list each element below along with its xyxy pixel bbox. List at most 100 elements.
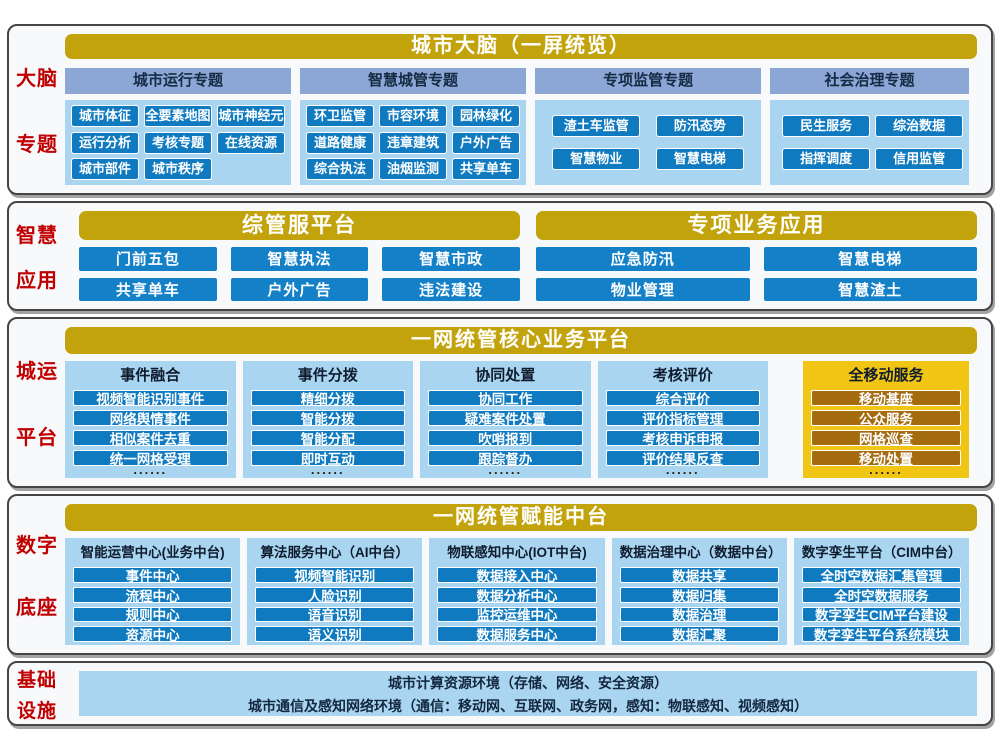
app-item-grid: 门前五包 智慧执法 智慧市政 共享单车 户外广告 违法建设: [79, 247, 520, 301]
digital-function-item: 数字孪生CIM平台建设: [801, 606, 962, 623]
core-column-header: 协同处置: [475, 367, 536, 384]
app-item: 智慧渣土: [763, 277, 977, 301]
topic-chip: 城市部件: [71, 157, 139, 180]
core-function-item: 吹哨报到: [428, 430, 583, 446]
digital-column-digital-twin: 数字孪生平台（CIM中台） 全时空数据汇集管理 全时空数据服务 数字孪生CIM平台建…: [793, 538, 970, 645]
core-column-header: 事件融合: [120, 367, 181, 384]
app-item: 户外广告: [230, 277, 369, 301]
app-item: 智慧执法: [230, 247, 369, 271]
topic-chip: 违章建筑: [379, 131, 448, 154]
core-function-item: 综合评价: [605, 390, 760, 406]
digital-function-item: 数据分析中心: [437, 586, 597, 603]
side-label-line: 专题: [16, 133, 58, 156]
brain-column-social-governance: 社会治理专题 民生服务 综治数据 指挥调度 信用监管: [770, 68, 969, 185]
topic-chip-group: 渣土车监管 防汛态势 智慧物业 智慧电梯: [535, 100, 762, 185]
side-label-line: 基础: [16, 669, 57, 691]
topic-chip: 城市体征: [71, 105, 139, 128]
app-item: 共享单车: [79, 277, 217, 301]
core-columns: 事件融合 视频智能识别事件 网络舆情事件 相似案件去重 统一网格受理 ...... 事…: [65, 361, 969, 478]
core-function-item: 网络舆情事件: [73, 410, 228, 426]
app-item: 违法建设: [382, 277, 520, 301]
ellipsis-more: ......: [310, 462, 345, 477]
infra-row: 城市通信及感知网络环境（通信：移动网、互联网、政务网，感知：物联感知、视频感知）: [79, 693, 977, 716]
apps-groups: 综管服平台 门前五包 智慧执法 智慧市政 共享单车 户外广告 违法建设 专项业务应用 应急…: [79, 211, 977, 301]
app-group-integrated-platform: 综管服平台 门前五包 智慧执法 智慧市政 共享单车 户外广告 违法建设: [79, 211, 520, 301]
core-function-item: 网格巡查: [811, 430, 961, 446]
brain-title: 城市大脑（一屏统览）: [65, 34, 977, 59]
core-column-collaborative-handling: 协同处置 协同工作 疑难案件处置 吹哨报到 跟踪督办 ......: [420, 361, 591, 478]
digital-function-item: 数据共享: [619, 567, 779, 583]
side-label-line: 设施: [16, 700, 57, 722]
digital-function-item: 人脸识别: [255, 586, 415, 603]
side-label-brain: 大脑 专题: [9, 26, 65, 193]
topic-chip: 环卫监管: [306, 105, 375, 128]
brain-column-special-supervision: 专项监管专题 渣土车监管 防汛态势 智慧物业 智慧电梯: [535, 68, 762, 185]
brain-column-smart-city-mgmt: 智慧城管专题 环卫监管 市容环境 园林绿化 道路健康 违章建筑 户外广告 综合执法 油烟监测共…: [300, 68, 527, 185]
core-function-item: 跟踪督办: [428, 450, 583, 466]
digital-column-header: 数据治理中心（数据中台）: [619, 545, 782, 560]
topic-chip: 综治数据: [875, 115, 964, 137]
topic-group-header: 社会治理专题: [770, 68, 969, 94]
side-label-line: 大脑: [16, 68, 58, 91]
core-function-list: 综合评价 评价指标管理 考核申诉申报 评价结果反查: [605, 390, 760, 466]
topic-chip: 城市神经元: [217, 105, 286, 128]
side-label-line: 底座: [16, 597, 58, 619]
topic-group-header: 城市运行专题: [65, 68, 292, 94]
topic-chip: 智慧电梯: [655, 148, 744, 170]
section-digital-base: 数字 底座 一网统管赋能中台 智能运营中心(业务中台) 事件中心 流程中心 规则中心…: [7, 494, 993, 655]
brain-content: 城市大脑（一屏统览） 城市运行专题 城市体征 全要素地图 城市神经元 运行分析 考核专题…: [65, 26, 991, 193]
side-label-digital: 数字 底座: [9, 496, 65, 653]
app-group-title: 专项业务应用: [536, 211, 977, 240]
core-title: 一网统管核心业务平台: [65, 327, 977, 354]
app-item: 应急防汛: [536, 247, 750, 271]
app-item: 智慧电梯: [763, 247, 977, 271]
core-function-item: 移动处置: [811, 450, 961, 466]
ellipsis-more: ......: [665, 462, 700, 477]
topic-chip: 运行分析: [71, 131, 139, 154]
digital-column-header: 数字孪生平台（CIM中台）: [801, 545, 962, 560]
core-function-item: 公众服务: [811, 410, 961, 426]
section-brain-topics: 大脑 专题 城市大脑（一屏统览） 城市运行专题 城市体征 全要素地图 城市神经元运行…: [7, 24, 993, 195]
digital-function-item: 规则中心: [73, 606, 233, 623]
core-content: 一网统管核心业务平台 事件融合 视频智能识别事件 网络舆情事件 相似案件去重 统一网格…: [65, 319, 991, 486]
side-label-apps: 智慧 应用: [9, 203, 65, 309]
digital-function-item: 数据治理: [619, 606, 779, 623]
side-label-infra: 基础 设施: [9, 663, 65, 724]
infra-content: 城市计算资源环境（存储、网络、安全资源） 城市通信及感知网络环境（通信：移动网、互…: [65, 663, 991, 724]
topic-chip: 户外广告: [452, 131, 521, 154]
digital-column-intelligent-operation: 智能运营中心(业务中台) 事件中心 流程中心 规则中心 资源中心: [65, 538, 241, 645]
digital-column-header: 智能运营中心(业务中台): [80, 545, 225, 560]
app-item: 门前五包: [79, 247, 217, 271]
digital-function-item: 语音识别: [255, 606, 415, 623]
topic-chip: 全要素地图: [144, 105, 213, 128]
ellipsis-more: ......: [133, 462, 168, 477]
topic-chip: 城市秩序: [144, 157, 213, 180]
digital-column-iot-sensing: 物联感知中心(IOT中台) 数据接入中心 数据分析中心 监控运维中心 数据服务中心: [429, 538, 605, 645]
topic-chip-group: 环卫监管 市容环境 园林绿化 道路健康 违章建筑 户外广告 综合执法 油烟监测 共享单车: [300, 100, 527, 185]
digital-function-list: 事件中心 流程中心 规则中心 资源中心: [73, 567, 233, 642]
apps-content: 综管服平台 门前五包 智慧执法 智慧市政 共享单车 户外广告 违法建设 专项业务应用 应急…: [65, 203, 991, 309]
digital-function-item: 数据服务中心: [437, 626, 597, 642]
brain-columns: 城市运行专题 城市体征 全要素地图 城市神经元 运行分析 考核专题 在线资源 城市部件 城市秩…: [65, 68, 969, 185]
topic-chip: 共享单车: [452, 157, 521, 180]
side-label-line: 平台: [16, 426, 58, 449]
topic-chip: 油烟监测: [379, 157, 448, 180]
digital-columns: 智能运营中心(业务中台) 事件中心 流程中心 规则中心 资源中心 算法服务中心（AI中…: [65, 538, 970, 645]
ellipsis-more: ......: [869, 462, 903, 477]
topic-group-header: 智慧城管专题: [300, 68, 527, 94]
topic-chip: 指挥调度: [782, 148, 871, 170]
digital-column-algorithm-service: 算法服务中心（AI中台） 视频智能识别 人脸识别 语音识别 语义识别: [247, 538, 423, 645]
core-column-event-dispatch: 事件分拨 精细分拨 智能分拨 智能分配 即时互动 ......: [242, 361, 413, 478]
core-function-item: 智能分配: [250, 430, 405, 446]
digital-function-item: 语义识别: [255, 626, 415, 642]
section-core-platform: 城运 平台 一网统管核心业务平台 事件融合 视频智能识别事件 网络舆情事件 相似案件…: [7, 317, 993, 488]
digital-function-item: 监控运维中心: [437, 606, 597, 623]
topic-chip: 民生服务: [782, 115, 871, 137]
core-function-item: 移动基座: [811, 390, 961, 406]
section-smart-applications: 智慧 应用 综管服平台 门前五包 智慧执法 智慧市政 共享单车 户外广告 违法建设 专项业…: [7, 201, 993, 311]
core-function-item: 即时互动: [250, 450, 405, 466]
core-function-item: 智能分拨: [250, 410, 405, 426]
digital-function-list: 视频智能识别 人脸识别 语音识别 语义识别: [255, 567, 415, 642]
topic-chip-group: 民生服务 综治数据 指挥调度 信用监管: [770, 100, 969, 185]
